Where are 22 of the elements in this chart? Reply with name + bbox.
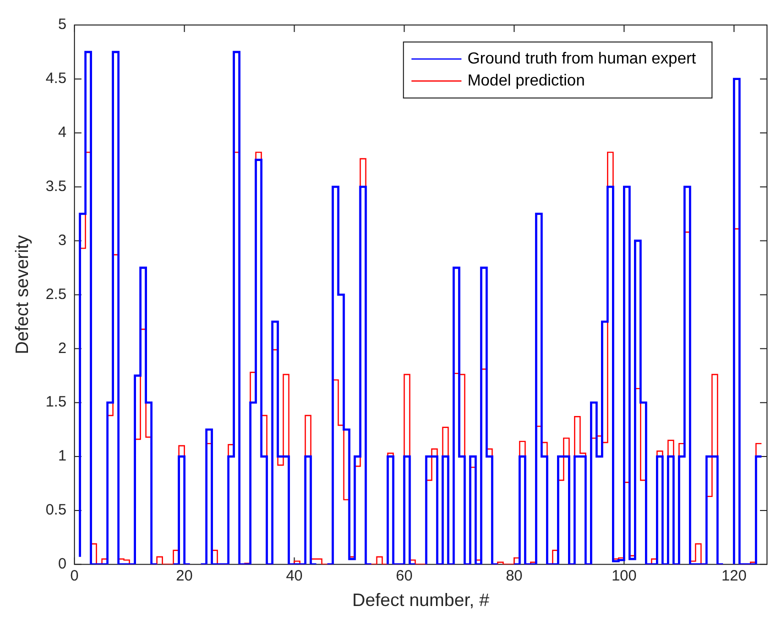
x-tick-label: 120 (722, 568, 747, 585)
y-tick-label: 5 (58, 16, 66, 34)
y-tick-label: 0 (58, 556, 66, 573)
x-tick-label: 100 (612, 568, 637, 585)
y-tick-label: 1.5 (46, 394, 66, 411)
y-tick-label: 2 (58, 340, 66, 357)
y-axis-title: Defect severity (12, 235, 32, 354)
y-tick-label: 3 (58, 232, 66, 249)
legend-label: Ground truth from human expert (467, 50, 697, 68)
x-tick-label: 20 (176, 568, 193, 585)
legend-label: Model prediction (467, 72, 585, 90)
y-tick-label: 1 (58, 448, 66, 465)
y-tick-label: 4 (58, 124, 66, 142)
y-tick-label: 2.5 (46, 286, 66, 303)
y-tick-label: 4.5 (46, 70, 66, 88)
y-tick-label: 3.5 (46, 178, 66, 195)
x-axis-title: Defect number, # (352, 590, 490, 610)
x-tick-label: 80 (506, 568, 523, 585)
y-tick-label: 0.5 (46, 502, 66, 519)
x-tick-label: 0 (70, 568, 79, 585)
x-tick-label: 40 (286, 568, 303, 585)
x-tick-label: 60 (396, 568, 413, 585)
